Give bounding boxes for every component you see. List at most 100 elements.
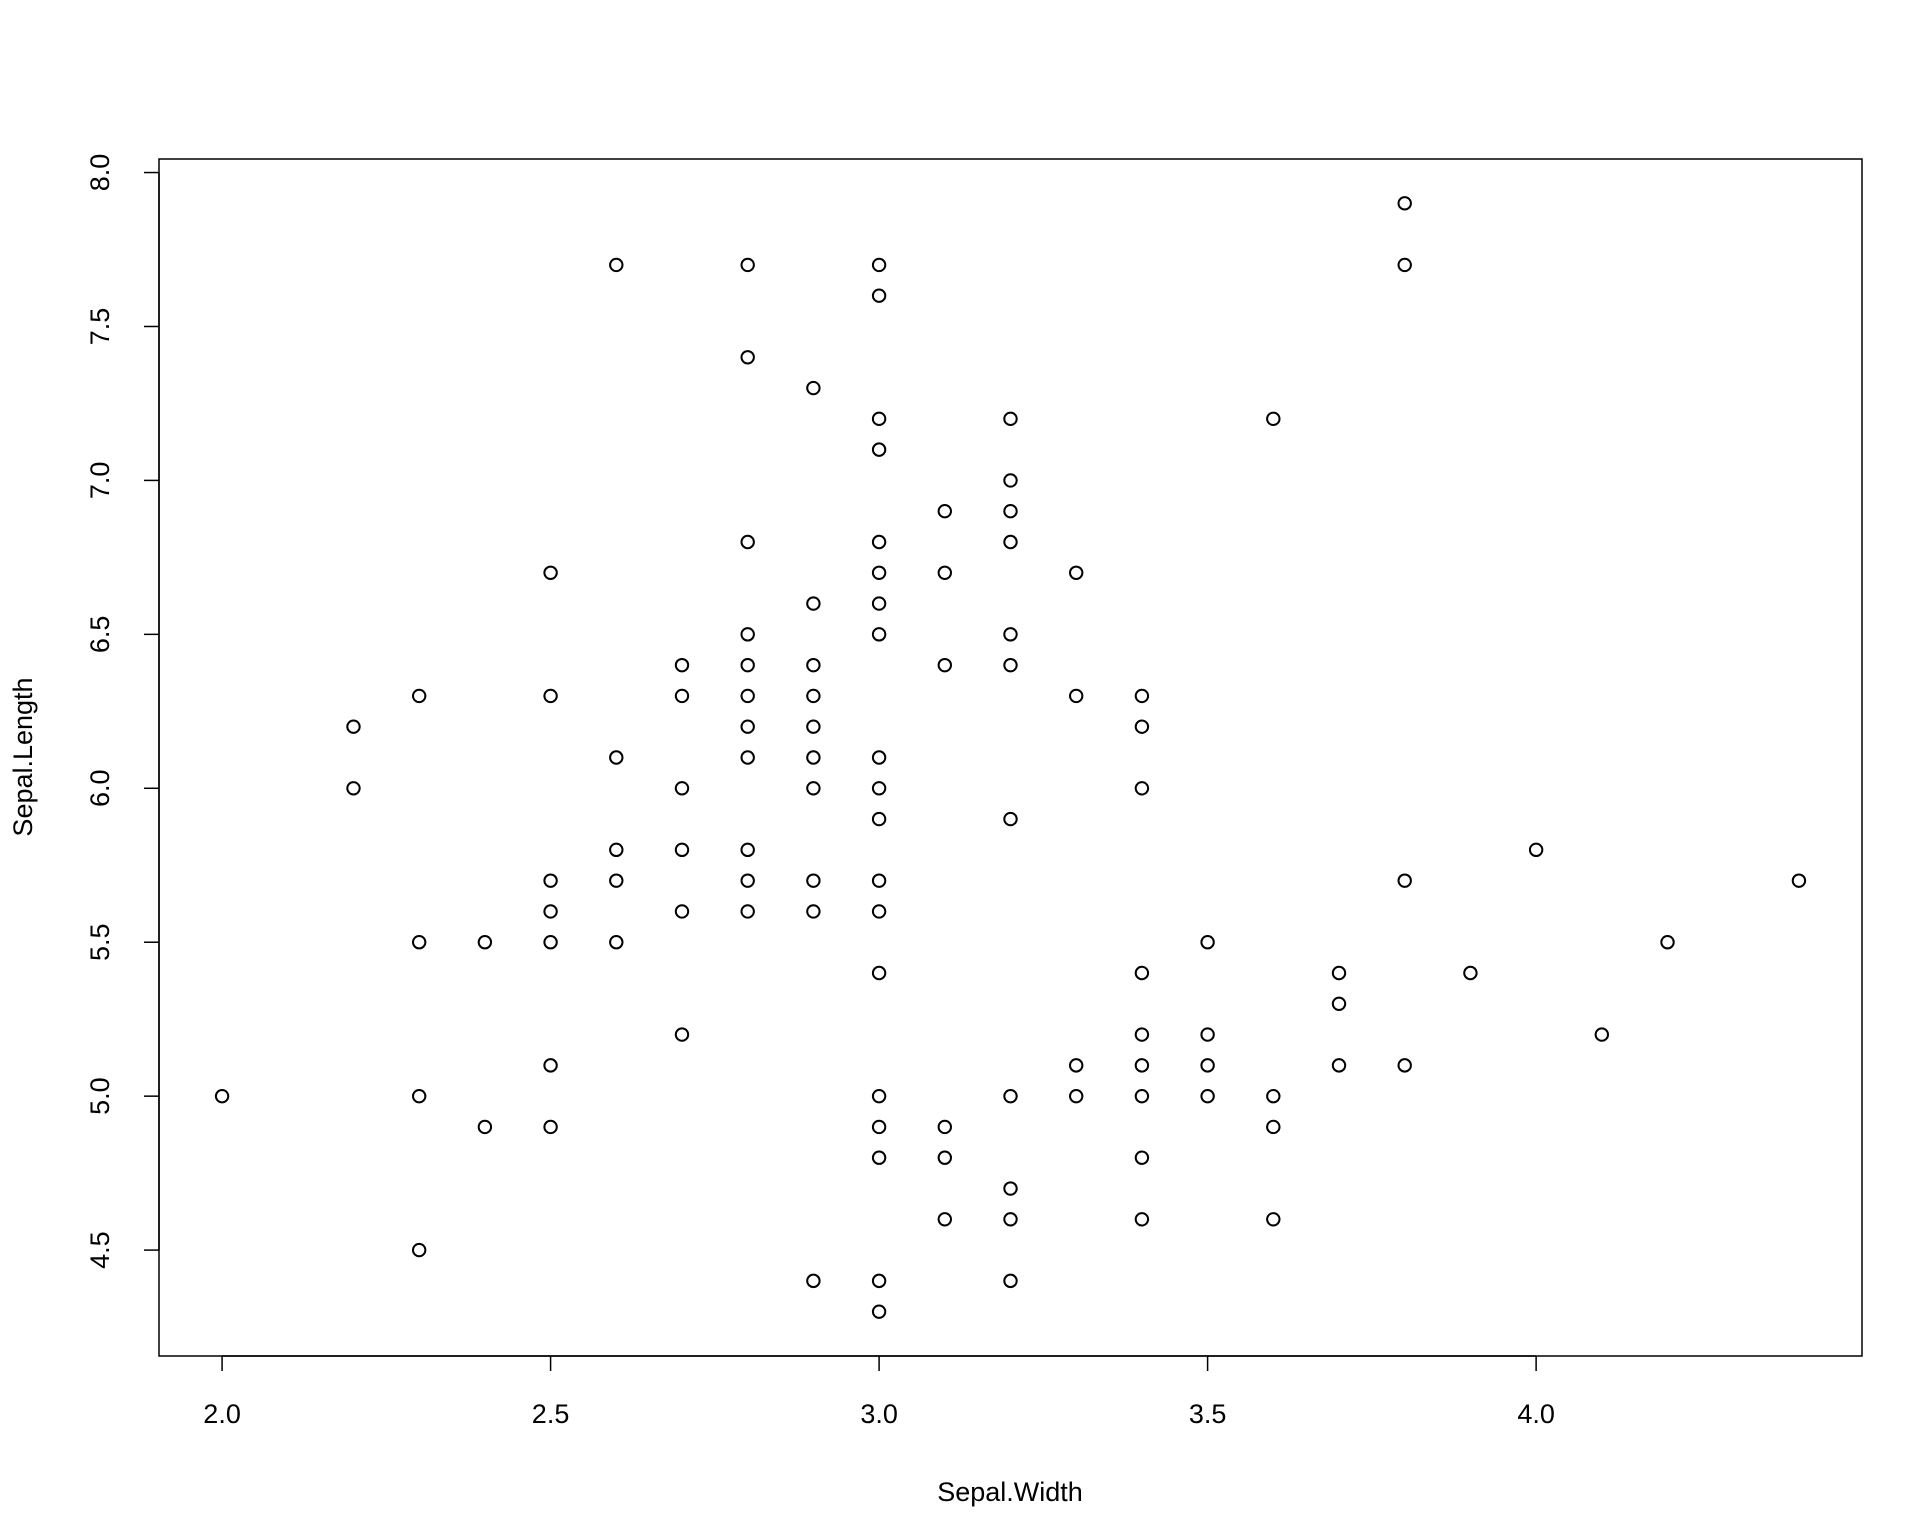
point [411,1088,427,1104]
point [1200,935,1215,950]
point [1200,1027,1215,1042]
point [609,935,624,950]
point [609,873,624,888]
point [871,1273,887,1289]
point [1134,1150,1150,1165]
y-tick-label: 6.0 [85,770,115,808]
point [871,257,887,273]
y-tick-label: 8.0 [85,154,115,192]
point [871,288,887,303]
point [806,688,821,704]
point [543,873,558,888]
point [740,873,755,888]
point [1397,257,1412,273]
point [806,904,821,919]
point [1200,1088,1215,1104]
point [1003,1181,1018,1196]
point [1134,1088,1150,1104]
point [871,565,887,580]
point [1069,688,1084,704]
point [411,1242,427,1258]
point [740,657,755,673]
point [1003,411,1018,427]
point [1397,196,1412,211]
point [871,1304,887,1319]
point [477,1119,493,1135]
point [871,442,887,457]
x-tick-label: 2.0 [203,1399,241,1429]
point [937,1119,952,1135]
point [411,688,427,704]
point [1003,1088,1018,1104]
point [1134,1058,1150,1073]
point [1594,1027,1610,1042]
point [1134,965,1150,981]
point [806,781,821,796]
point [1397,873,1412,888]
point [346,719,361,734]
point [1069,565,1084,580]
point [806,657,821,673]
y-tick-label: 7.5 [85,308,115,346]
point [740,688,755,704]
point [609,842,624,858]
point [871,965,887,981]
point [1200,1058,1215,1073]
point [740,350,755,365]
point [674,904,690,919]
point [674,842,690,858]
point [1069,1088,1084,1104]
point [740,257,755,273]
point [871,627,887,642]
point [674,781,690,796]
point [937,1150,952,1165]
point [609,750,624,765]
point [1003,1273,1018,1289]
point [871,904,887,919]
y-tick-label: 5.0 [85,1077,115,1115]
plot-box [158,158,1863,1357]
point [543,935,558,950]
point [1003,534,1018,550]
point [937,657,952,673]
point [1331,996,1347,1011]
point [871,534,887,550]
x-tick-label: 2.5 [532,1399,570,1429]
y-tick-label: 5.5 [85,923,115,961]
point [1266,1119,1281,1135]
x-tick-label: 3.0 [860,1399,898,1429]
point [937,1212,952,1227]
point [674,688,690,704]
point [1134,688,1150,704]
y-tick-label: 6.5 [85,616,115,654]
point [1397,1058,1412,1073]
point [871,1088,887,1104]
point [740,627,755,642]
point [740,534,755,550]
point [1003,473,1018,488]
point [1463,965,1478,981]
x-axis-label: Sepal.Width [937,1477,1083,1507]
point [806,1273,821,1289]
point [871,811,887,827]
point [1791,873,1807,888]
point [871,1119,887,1135]
y-axis-label: Sepal.Length [8,677,38,836]
point [871,750,887,765]
point [609,257,624,273]
point [740,904,755,919]
point [1331,1058,1347,1073]
point [411,935,427,950]
point [1528,842,1544,858]
point [674,657,690,673]
point [740,719,755,734]
point [806,873,821,888]
point [1660,935,1675,950]
point [871,873,887,888]
point [871,411,887,427]
point [1003,1212,1018,1227]
point [1134,1027,1150,1042]
point [806,380,821,396]
